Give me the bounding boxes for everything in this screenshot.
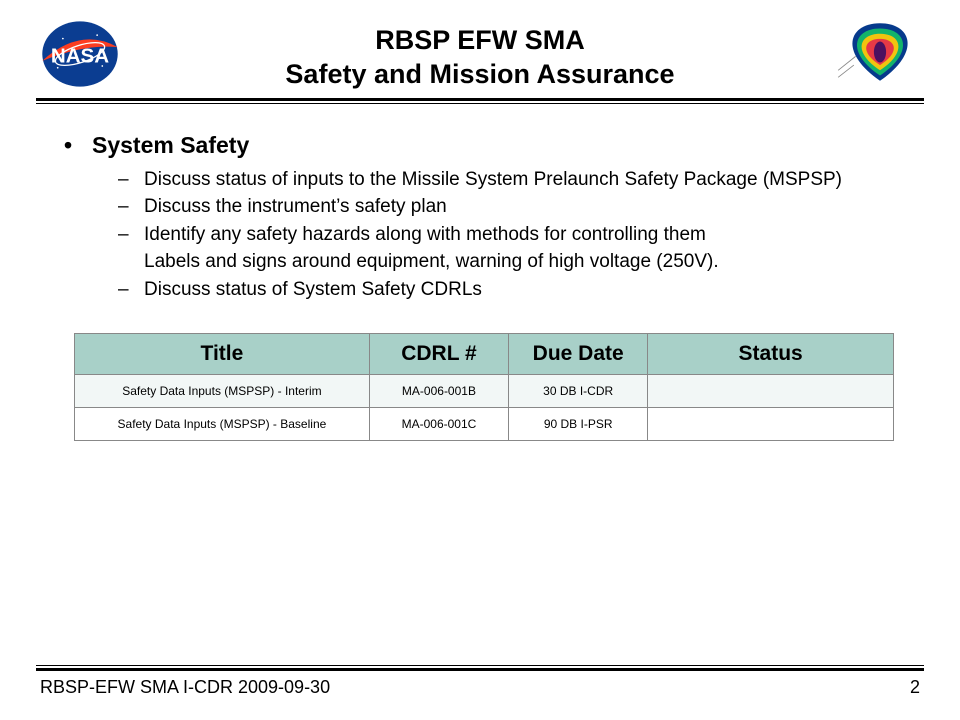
cdrl-table: Title CDRL # Due Date Status Safety Data… bbox=[74, 333, 894, 441]
th-title: Title bbox=[75, 333, 370, 374]
bullet-level2: – Discuss status of inputs to the Missil… bbox=[118, 167, 904, 193]
page-number: 2 bbox=[910, 677, 920, 698]
bullet-level1: • System Safety bbox=[64, 132, 904, 159]
footer-row: RBSP-EFW SMA I-CDR 2009-09-30 2 bbox=[36, 677, 924, 698]
td-title: Safety Data Inputs (MSPSP) - Baseline bbox=[75, 407, 370, 440]
cdrl-table-wrap: Title CDRL # Due Date Status Safety Data… bbox=[74, 333, 894, 441]
title-block: RBSP EFW SMA Safety and Mission Assuranc… bbox=[124, 18, 836, 92]
table-row: Safety Data Inputs (MSPSP) - Baseline MA… bbox=[75, 407, 894, 440]
content-area: • System Safety – Discuss status of inpu… bbox=[36, 132, 924, 441]
th-due: Due Date bbox=[509, 333, 648, 374]
slide: NASA RBSP EFW SMA Safety and Mission Ass… bbox=[0, 0, 960, 720]
table-row: Safety Data Inputs (MSPSP) - Interim MA-… bbox=[75, 374, 894, 407]
bullet-l2-text: Discuss the instrument’s safety plan bbox=[144, 194, 447, 220]
svg-text:NASA: NASA bbox=[51, 45, 109, 68]
bullet-level2: – Identify any safety hazards along with… bbox=[118, 222, 904, 248]
td-cdrl: MA-006-001C bbox=[369, 407, 508, 440]
td-cdrl: MA-006-001B bbox=[369, 374, 508, 407]
th-status: Status bbox=[648, 333, 894, 374]
bullet-level2: – Discuss status of System Safety CDRLs bbox=[118, 277, 904, 303]
mission-logo-icon bbox=[836, 18, 924, 86]
slide-footer: RBSP-EFW SMA I-CDR 2009-09-30 2 bbox=[36, 665, 924, 698]
title-line-1: RBSP EFW SMA bbox=[124, 24, 836, 58]
bullet-l2-text: Discuss status of System Safety CDRLs bbox=[144, 277, 482, 303]
footer-left-text: RBSP-EFW SMA I-CDR 2009-09-30 bbox=[40, 677, 330, 698]
bullet-dot-icon: • bbox=[64, 132, 92, 159]
bullet-l2-text: Discuss status of inputs to the Missile … bbox=[144, 167, 842, 193]
dash-icon: – bbox=[118, 194, 144, 220]
slide-header: NASA RBSP EFW SMA Safety and Mission Ass… bbox=[36, 18, 924, 92]
dash-icon: – bbox=[118, 277, 144, 303]
bullet-l2-continuation: Labels and signs around equipment, warni… bbox=[144, 249, 904, 275]
nasa-logo-icon: NASA bbox=[36, 18, 124, 90]
table-header-row: Title CDRL # Due Date Status bbox=[75, 333, 894, 374]
title-line-2: Safety and Mission Assurance bbox=[124, 58, 836, 92]
header-divider bbox=[36, 98, 924, 104]
bullet-l2-text: Identify any safety hazards along with m… bbox=[144, 222, 706, 248]
dash-icon: – bbox=[118, 222, 144, 248]
bullet-level2: – Discuss the instrument’s safety plan bbox=[118, 194, 904, 220]
td-due: 90 DB I-PSR bbox=[509, 407, 648, 440]
footer-divider bbox=[36, 665, 924, 671]
td-status bbox=[648, 407, 894, 440]
td-status bbox=[648, 374, 894, 407]
bullet-l1-text: System Safety bbox=[92, 132, 249, 159]
td-title: Safety Data Inputs (MSPSP) - Interim bbox=[75, 374, 370, 407]
th-cdrl: CDRL # bbox=[369, 333, 508, 374]
dash-icon: – bbox=[118, 167, 144, 193]
td-due: 30 DB I-CDR bbox=[509, 374, 648, 407]
